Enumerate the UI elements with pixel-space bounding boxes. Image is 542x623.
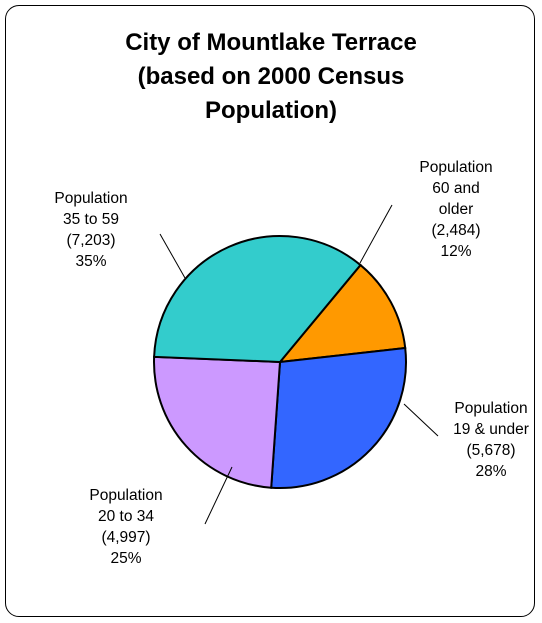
slice-label-2-line-1: 20 to 34 <box>98 508 154 525</box>
chart-title-line-3: Population) <box>205 97 337 124</box>
slice-labels: Population 60 and older (2,484) 12%Populatio… <box>54 159 529 567</box>
slice-label-3-line-2: (7,203) <box>66 232 115 249</box>
leader-line-0 <box>359 204 393 264</box>
leader-line-3 <box>159 233 186 279</box>
slice-label-2-line-0: Population <box>89 487 162 504</box>
slice-label-2-line-3: 25% <box>110 550 141 567</box>
slice-label-1-line-1: 19 & under <box>453 421 529 438</box>
pie-slices <box>153 235 407 489</box>
slice-label-1-line-2: (5,678) <box>466 442 515 459</box>
slice-label-0: Population 60 and older (2,484) 12% <box>419 159 492 260</box>
slice-label-0-line-4: 12% <box>440 243 471 260</box>
slice-label-1-line-0: Population <box>454 400 527 417</box>
slice-label-0-line-1: 60 and <box>432 180 479 197</box>
chart-title-line-1: City of Mountlake Terrace <box>125 29 417 56</box>
pie-slice-2 <box>153 355 282 489</box>
leader-line-1 <box>403 403 439 437</box>
slice-label-0-line-2: older <box>439 201 473 218</box>
slice-label-1-line-3: 28% <box>475 463 506 480</box>
slice-label-3-line-3: 35% <box>75 253 106 270</box>
slice-label-3: Population 35 to 59 (7,203) 35% <box>54 190 127 270</box>
slice-label-3-line-1: 35 to 59 <box>63 211 119 228</box>
pie-slice-3 <box>153 235 362 364</box>
chart-title: City of Mountlake Terrace (based on 2000… <box>0 26 542 128</box>
leader-line-2 <box>204 466 233 525</box>
slice-label-2-line-2: (4,997) <box>101 529 150 546</box>
pie-slice-0 <box>277 263 407 364</box>
slice-label-0-line-0: Population <box>419 159 492 176</box>
slice-label-0-line-3: (2,484) <box>431 222 480 239</box>
pie-slice-1 <box>270 346 407 489</box>
slice-label-2: Population 20 to 34 (4,997) 25% <box>89 487 162 567</box>
slice-label-1: Population 19 & under (5,678) 28% <box>453 400 529 480</box>
slice-label-3-line-0: Population <box>54 190 127 207</box>
chart-title-line-2: (based on 2000 Census <box>137 63 405 90</box>
leader-lines <box>159 204 439 525</box>
